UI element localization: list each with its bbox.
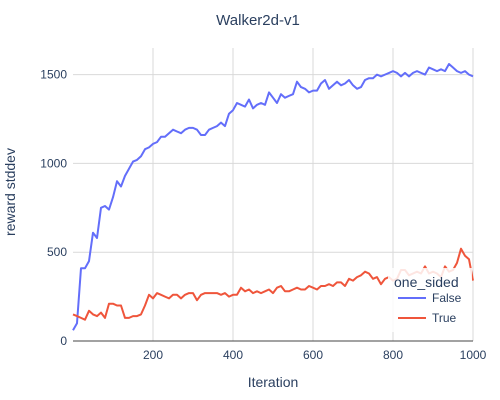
x-tick-label: 800 xyxy=(383,348,403,362)
y-axis-title: reward stddev xyxy=(2,148,18,236)
x-tick-label: 400 xyxy=(223,348,243,362)
chart-title: Walker2d-v1 xyxy=(216,12,300,29)
legend-label-true: True xyxy=(432,311,457,325)
x-tick-label: 200 xyxy=(143,348,163,362)
x-axis-title: Iteration xyxy=(248,374,299,390)
series-line-false xyxy=(72,63,474,331)
y-tick-label: 0 xyxy=(60,334,67,348)
x-tick-label: 600 xyxy=(303,348,323,362)
legend-label-false: False xyxy=(432,291,462,305)
legend: one_sided False True xyxy=(388,268,472,332)
axis-ticks: 200 400 600 800 1000 0 500 1000 1500 xyxy=(40,68,486,362)
y-tick-label: 500 xyxy=(47,245,67,259)
y-tick-label: 1000 xyxy=(40,156,67,170)
y-tick-label: 1500 xyxy=(40,68,67,82)
legend-background xyxy=(388,268,472,332)
legend-items: False True xyxy=(398,291,462,325)
x-tick-label: 1000 xyxy=(460,348,487,362)
legend-title: one_sided xyxy=(394,274,459,290)
